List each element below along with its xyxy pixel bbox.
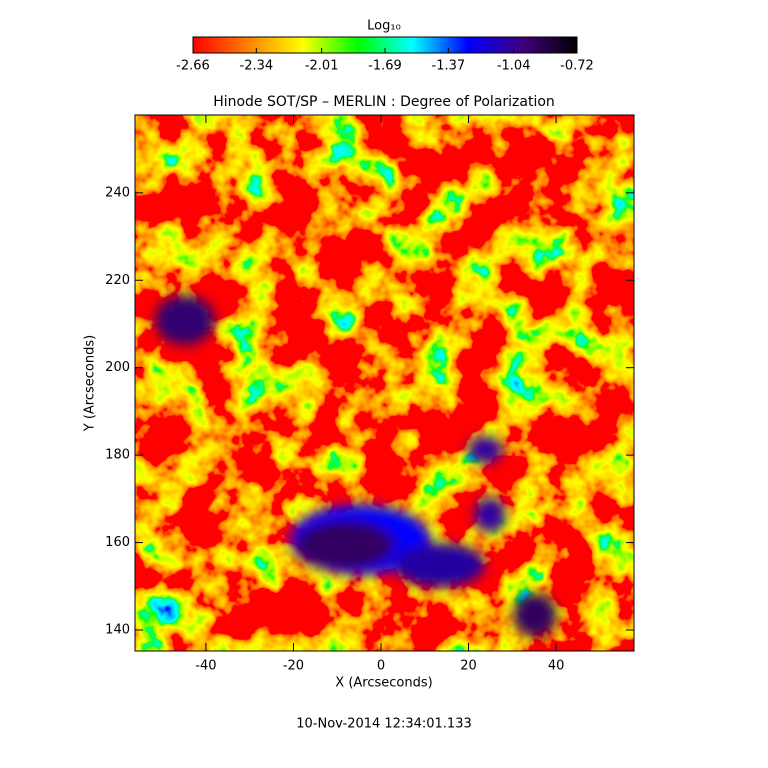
x-tick-label: 0 bbox=[377, 659, 385, 674]
footer: 10-Nov-2014 12:34:01.133 bbox=[296, 717, 472, 732]
colorbar-tick-label: -2.66 bbox=[176, 59, 210, 74]
colorbar-tick-label: -1.69 bbox=[368, 59, 402, 74]
map bbox=[135, 115, 634, 651]
x-tick-label: 20 bbox=[460, 659, 477, 674]
colorbar-tick-label: -1.04 bbox=[497, 59, 531, 74]
colorbar-tick-label: -0.72 bbox=[560, 59, 594, 74]
colorbar-tick-label: -2.34 bbox=[240, 59, 274, 74]
y-tick-label: 160 bbox=[105, 535, 130, 550]
x-tick-label: -40 bbox=[195, 659, 216, 674]
colorbar-tick-label: -2.01 bbox=[305, 59, 339, 74]
colorbar-label: Log₁₀ bbox=[367, 19, 401, 34]
colorbar-tick-label: -1.37 bbox=[432, 59, 466, 74]
y-tick-label: 180 bbox=[105, 448, 130, 463]
x-tick-label: 40 bbox=[548, 659, 565, 674]
plot-frame bbox=[134, 114, 635, 652]
y-tick-label: 220 bbox=[105, 273, 130, 288]
y-tick-label: 140 bbox=[105, 623, 130, 638]
y-axis-label: Y (Arcseconds) bbox=[83, 335, 98, 432]
chart-title: Hinode SOT/SP – MERLIN : Degree of Polar… bbox=[213, 94, 555, 110]
x-axis-label: X (Arcseconds) bbox=[335, 676, 432, 691]
y-tick-label: 200 bbox=[105, 360, 130, 375]
x-tick-label: -20 bbox=[283, 659, 304, 674]
y-tick-label: 240 bbox=[105, 185, 130, 200]
